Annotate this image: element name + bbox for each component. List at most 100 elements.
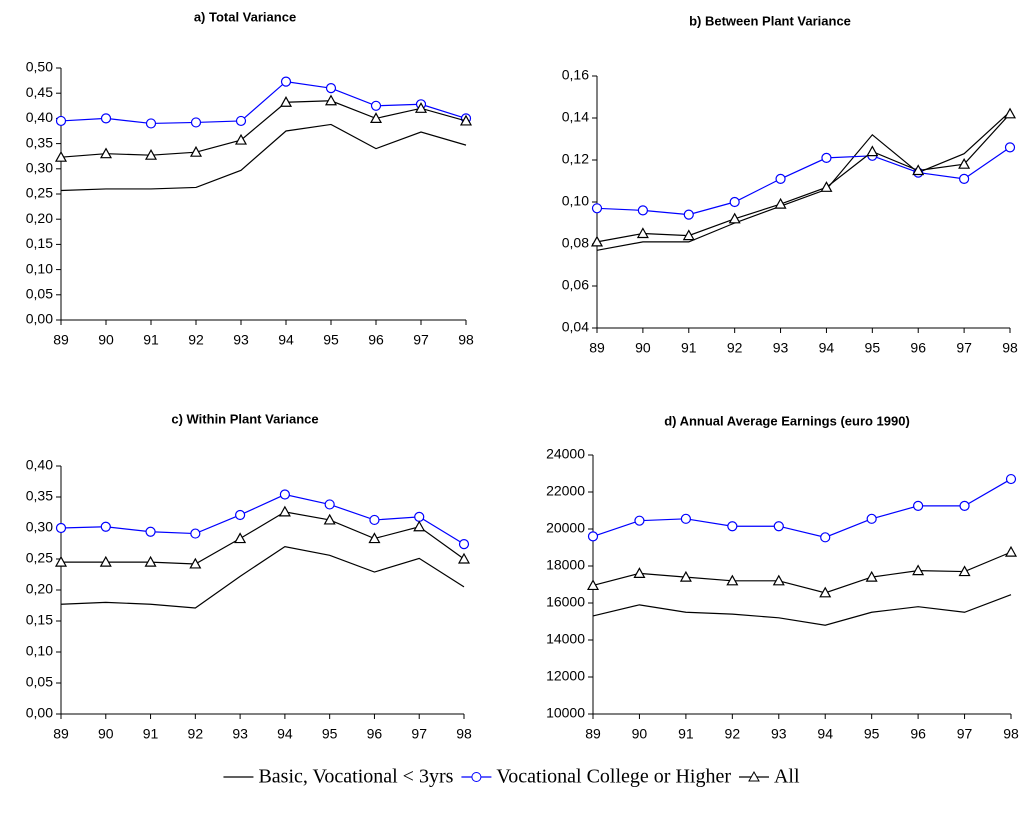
x-tick-label: 93 <box>232 726 248 742</box>
series-line <box>60 100 467 158</box>
x-tick-label: 92 <box>188 726 204 742</box>
marker-triangle <box>636 227 649 239</box>
marker-triangle <box>958 157 971 169</box>
marker-circle <box>729 196 740 208</box>
x-tick-label: 98 <box>458 332 474 348</box>
x-tick-label: 95 <box>864 726 880 742</box>
x-tick-label: 94 <box>817 726 833 742</box>
series-line <box>60 493 465 545</box>
y-tick-label: 24000 <box>546 446 585 462</box>
marker-triangle <box>726 574 739 586</box>
x-tick-label: 93 <box>773 340 789 356</box>
y-tick-label: 0,15 <box>26 612 53 628</box>
marker-circle <box>190 528 201 539</box>
marker-circle <box>820 532 831 543</box>
marker-circle <box>55 522 67 534</box>
y-tick-label: 20000 <box>546 520 585 536</box>
x-tick-label: 96 <box>368 332 384 348</box>
x-tick-label: 92 <box>727 340 743 356</box>
chart-title: b) Between Plant Variance <box>689 13 851 28</box>
x-tick-label: 90 <box>98 726 114 742</box>
marker-circle <box>637 205 648 216</box>
x-tick-label: 91 <box>681 340 697 356</box>
marker-circle <box>587 531 599 542</box>
legend-label: All <box>774 766 800 788</box>
y-tick-label: 0,08 <box>562 235 589 251</box>
legend-label: Basic, Vocational < 3yrs <box>258 766 453 788</box>
marker-triangle <box>912 164 925 176</box>
marker-triangle <box>413 520 426 532</box>
marker-triangle <box>457 552 471 564</box>
y-tick-label: 0,15 <box>26 235 53 251</box>
x-tick-label: 94 <box>819 340 835 356</box>
series-line <box>596 146 1011 216</box>
marker-triangle <box>819 586 832 598</box>
series-line <box>596 113 1011 243</box>
y-tick-label: 0,35 <box>26 488 53 504</box>
marker-triangle <box>958 565 971 577</box>
marker-triangle <box>278 505 291 517</box>
x-tick-label: 98 <box>1002 340 1018 356</box>
marker-triangle <box>144 555 157 567</box>
marker-circle <box>414 511 425 522</box>
y-tick-label: 0,30 <box>26 160 53 176</box>
y-tick-label: 0,05 <box>26 286 53 302</box>
y-tick-label: 0,25 <box>26 550 53 566</box>
marker-circle <box>100 521 111 532</box>
y-tick-label: 0,16 <box>562 67 589 83</box>
marker-circle <box>866 513 877 524</box>
y-tick-label: 0,00 <box>26 705 53 721</box>
x-tick-label: 90 <box>635 340 651 356</box>
x-tick-label: 95 <box>322 726 338 742</box>
y-tick-label: 10000 <box>546 705 585 721</box>
chart-title: a) Total Variance <box>194 9 296 24</box>
x-tick-label: 96 <box>367 726 383 742</box>
marker-triangle <box>679 570 692 582</box>
series-line <box>596 111 1011 251</box>
marker-triangle <box>586 579 600 591</box>
x-tick-label: 94 <box>278 332 294 348</box>
x-tick-label: 96 <box>910 726 926 742</box>
marker-circle <box>821 152 832 163</box>
legend: Basic, Vocational < 3yrs Vocational Colle… <box>223 766 800 788</box>
marker-triangle <box>866 145 879 157</box>
y-tick-label: 0,20 <box>26 581 53 597</box>
marker-triangle <box>1003 107 1017 119</box>
x-tick-label: 96 <box>910 340 926 356</box>
marker-circle <box>1005 473 1017 485</box>
marker-circle <box>235 509 246 521</box>
y-tick-label: 0,12 <box>562 151 589 167</box>
marker-triangle <box>189 145 203 157</box>
series-line <box>592 478 1012 538</box>
x-tick-label: 93 <box>771 726 787 742</box>
marker-triangle <box>912 564 925 576</box>
y-tick-label: 0,05 <box>26 674 53 690</box>
marker-triangle <box>682 229 695 241</box>
series-line <box>61 511 465 565</box>
series-line <box>60 123 467 192</box>
y-tick-label: 0,45 <box>26 84 53 100</box>
x-tick-label: 97 <box>957 726 973 742</box>
marker-triangle <box>459 114 473 126</box>
marker-circle <box>458 539 470 550</box>
marker-triangle <box>99 147 113 159</box>
marker-triangle <box>772 574 785 586</box>
marker-circle <box>773 521 784 532</box>
marker-circle <box>959 173 970 184</box>
x-tick-label: 97 <box>413 332 429 348</box>
legend-item: Vocational College or Higher <box>461 766 731 788</box>
y-tick-label: 22000 <box>546 483 585 499</box>
marker-circle <box>369 514 380 526</box>
marker-circle <box>680 513 691 524</box>
x-tick-label: 94 <box>277 726 293 742</box>
y-tick-label: 0,06 <box>562 277 589 293</box>
marker-triangle <box>189 557 202 569</box>
y-tick-label: 0,25 <box>26 185 53 201</box>
y-tick-label: 0,10 <box>26 643 53 659</box>
legend-item: Basic, Vocational < 3yrs <box>223 766 454 788</box>
marker-circle <box>913 500 924 511</box>
x-tick-label: 92 <box>725 726 741 742</box>
x-tick-label: 89 <box>53 726 69 742</box>
marker-circle <box>55 115 67 127</box>
marker-circle <box>145 118 157 129</box>
